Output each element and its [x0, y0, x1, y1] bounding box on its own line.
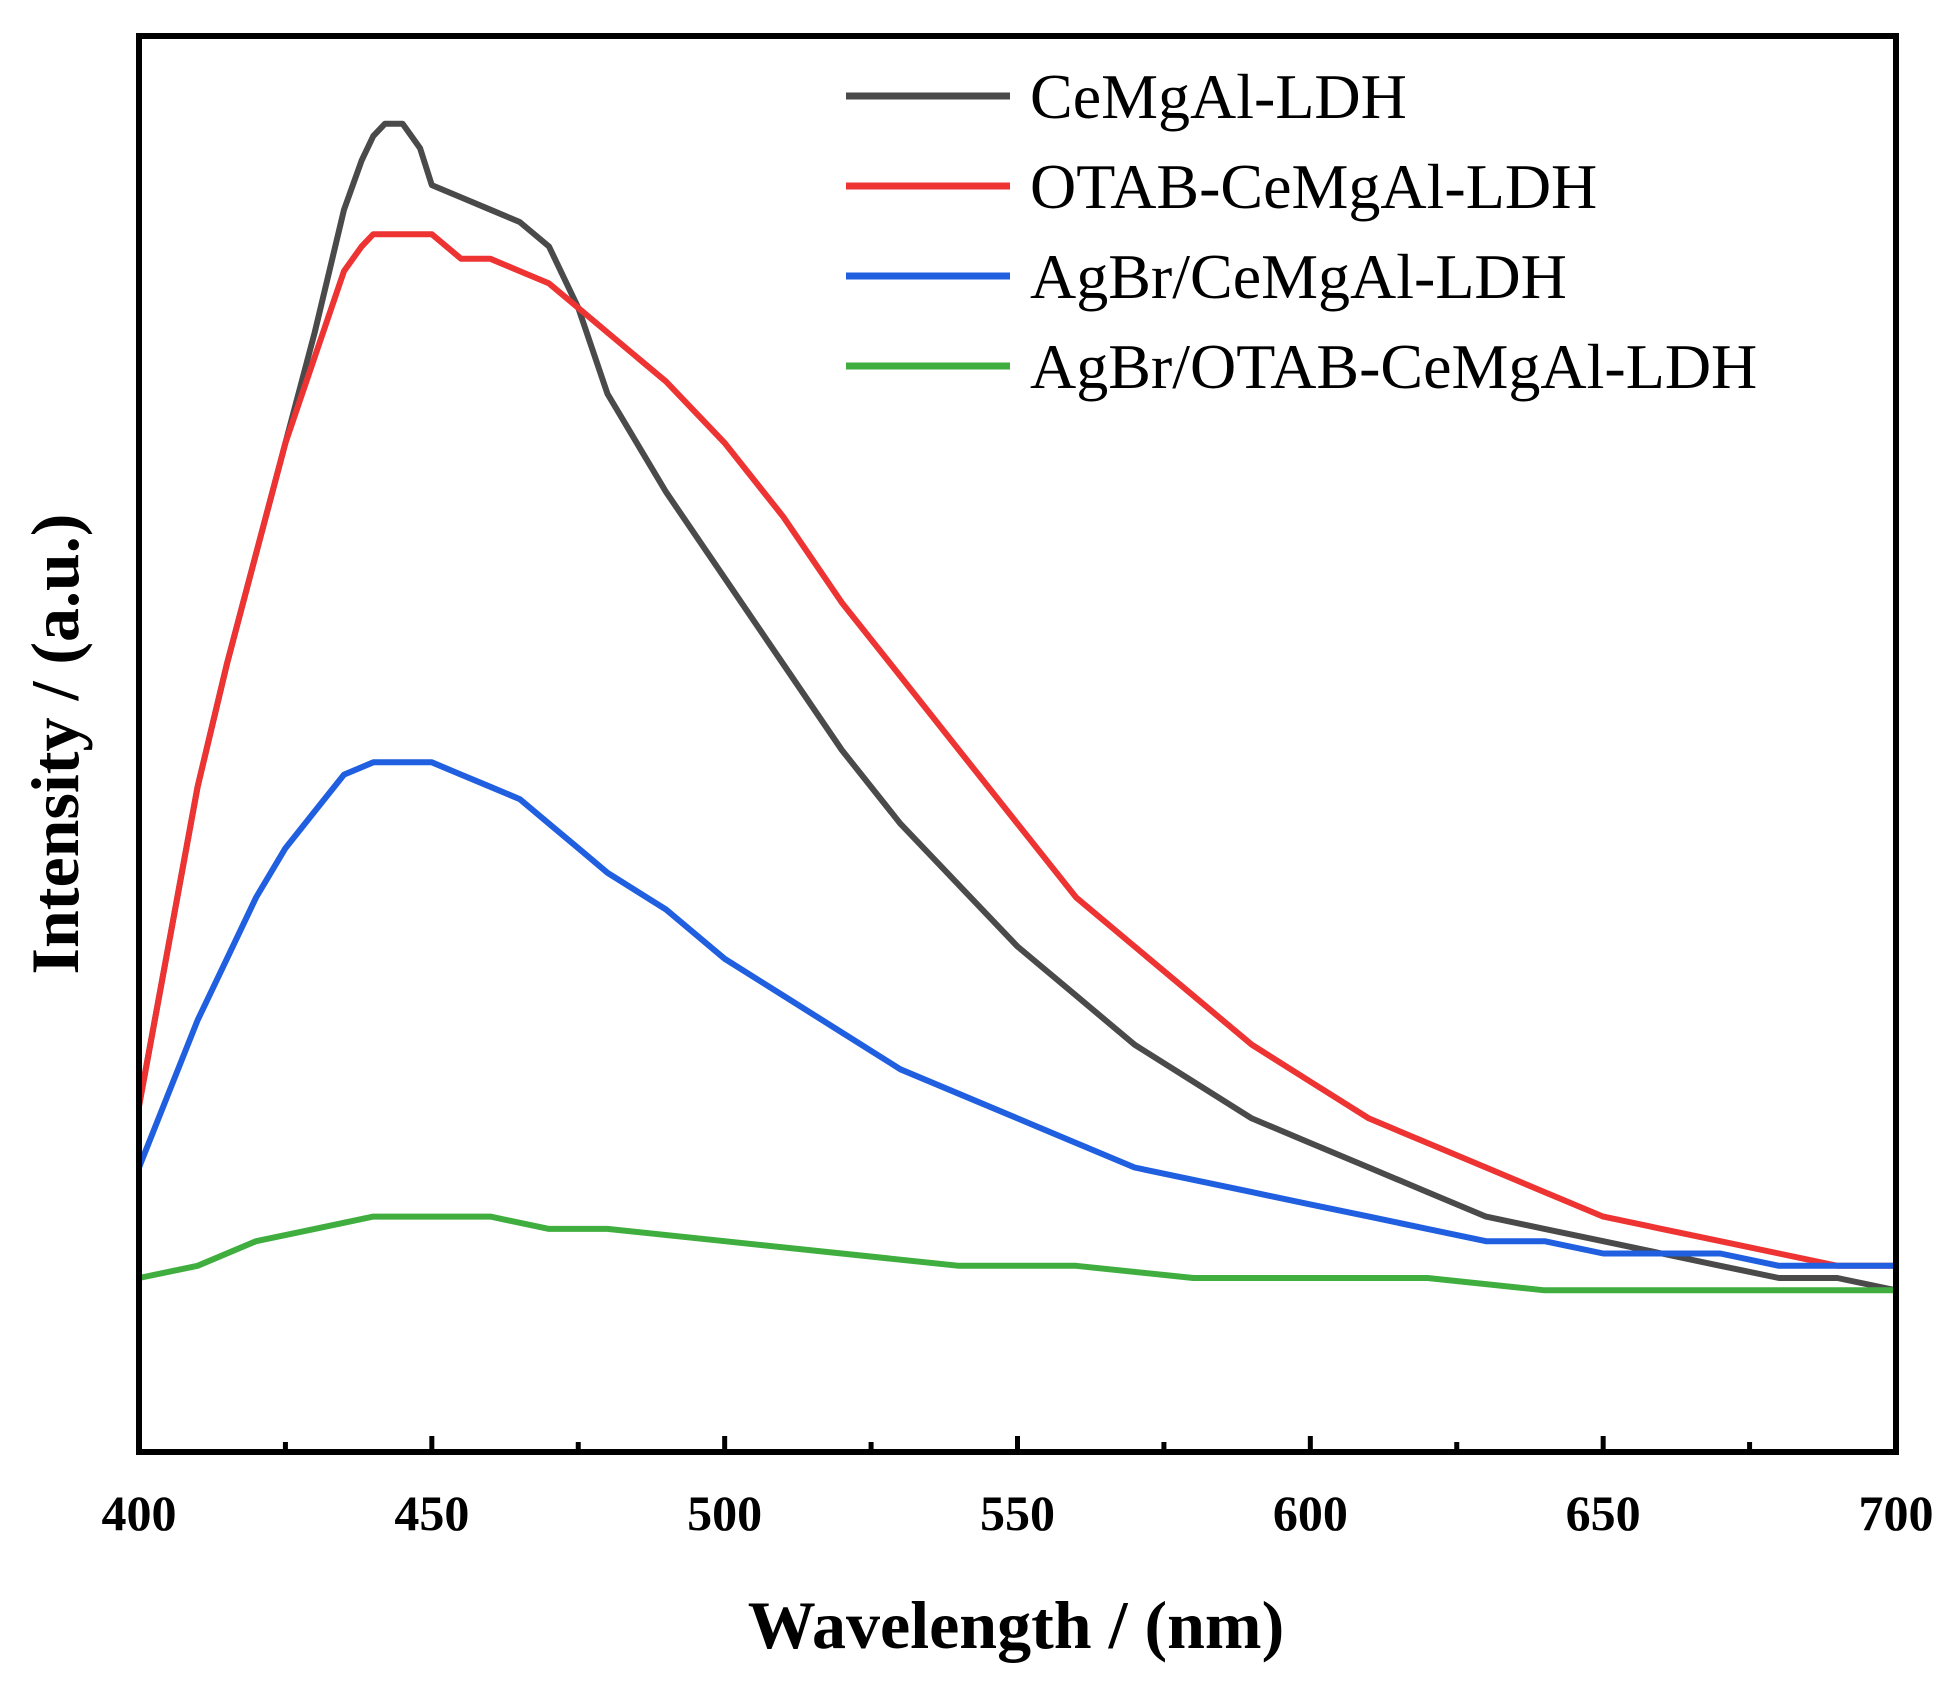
legend-label-otab-cemgal-ldh: OTAB-CeMgAl-LDH — [1030, 151, 1597, 222]
x-tick-label: 650 — [1566, 1485, 1641, 1541]
series-line-otab-cemgal-ldh — [136, 231, 1899, 1269]
series-line-cemgal-ldh — [136, 120, 1899, 1294]
legend-label-agbr-otab-cemgal-ldh: AgBr/OTAB-CeMgAl-LDH — [1030, 331, 1757, 402]
series-line-agbr-cemgal-ldh — [136, 759, 1899, 1269]
y-axis-title: Intensity / (a.u.) — [17, 514, 93, 975]
x-axis-title: Wavelength / (nm) — [748, 1587, 1284, 1663]
x-tick-label: 700 — [1859, 1485, 1934, 1541]
x-tick-label: 450 — [394, 1485, 469, 1541]
x-tick-label: 550 — [980, 1485, 1055, 1541]
series-layer — [136, 120, 1899, 1294]
x-axis-tick-labels: 400 450 500 550 600 650 700 — [102, 1485, 1934, 1541]
series-line-agbr-otab-cemgal-ldh — [136, 1213, 1899, 1294]
legend: CeMgAl-LDH OTAB-CeMgAl-LDH AgBr/CeMgAl-LDH… — [846, 61, 1757, 402]
x-tick-label: 400 — [102, 1485, 177, 1541]
legend-label-cemgal-ldh: CeMgAl-LDH — [1030, 61, 1407, 132]
x-tick-label: 600 — [1273, 1485, 1348, 1541]
x-axis-ticks — [136, 1436, 1899, 1452]
legend-label-agbr-cemgal-ldh: AgBr/CeMgAl-LDH — [1030, 241, 1567, 312]
x-tick-label: 500 — [687, 1485, 762, 1541]
